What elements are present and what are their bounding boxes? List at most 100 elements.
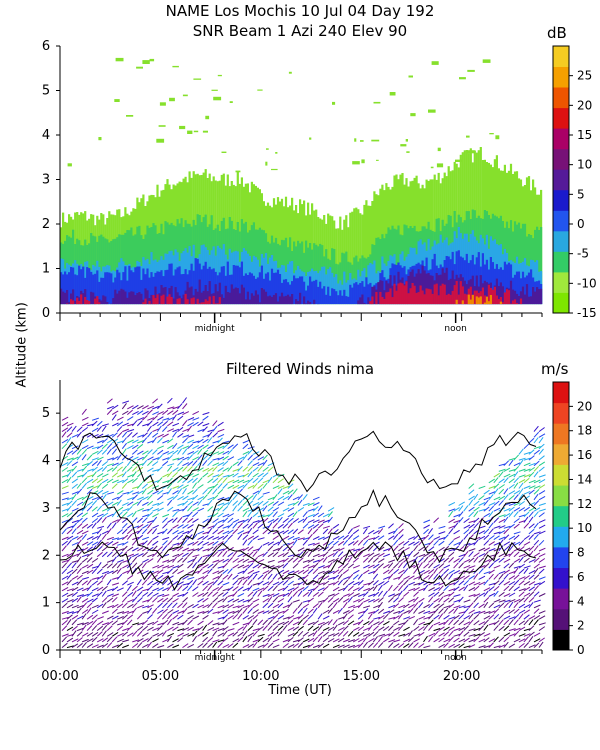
- wind-barb: [182, 536, 190, 541]
- wind-barb: [107, 491, 115, 495]
- snr-cell: [190, 263, 193, 305]
- wind-barb: [81, 416, 89, 421]
- wind-barb: [61, 497, 69, 501]
- wind-barb: [167, 558, 175, 563]
- wind-barb: [262, 500, 269, 506]
- wind-barb: [112, 593, 119, 597]
- snr-cell: [188, 270, 191, 305]
- snr-cell: [538, 230, 541, 305]
- snr-cell: [397, 283, 400, 305]
- snr-cell: [270, 296, 274, 305]
- wind-barb: [182, 514, 190, 518]
- wind-barb: [337, 626, 345, 632]
- wind-barb: [247, 585, 253, 592]
- wind-barb: [468, 528, 474, 535]
- wind-barb: [488, 610, 496, 614]
- wind-barb: [111, 479, 119, 484]
- wind-barb: [267, 609, 275, 614]
- wind-barb: [438, 568, 444, 575]
- wind-barb: [418, 626, 425, 632]
- wind-barb: [533, 642, 540, 648]
- wind-barb: [197, 598, 204, 603]
- wind-barb: [197, 631, 204, 637]
- wind-barb: [438, 591, 445, 597]
- wind-barb: [458, 580, 465, 586]
- wind-barb: [172, 621, 180, 626]
- wind-barb: [207, 541, 215, 546]
- wind-barb: [116, 562, 122, 569]
- wind-barb: [448, 608, 455, 614]
- snr-cell: [347, 296, 350, 305]
- wind-barb: [518, 493, 524, 501]
- wind-barb: [337, 551, 344, 558]
- snr-cell: [78, 297, 81, 305]
- winds-colorbar-tick-label: 4: [577, 594, 585, 608]
- wind-barb: [503, 460, 510, 467]
- wind-barb: [453, 594, 461, 597]
- snr-cell: [507, 290, 511, 305]
- wind-barb: [167, 499, 173, 506]
- snr-sparse-echo: [467, 69, 475, 72]
- snr-cell: [84, 289, 87, 305]
- wind-barb: [152, 643, 159, 649]
- snr-sparse-echo: [67, 163, 72, 167]
- wind-barb: [212, 440, 220, 444]
- snr-cell: [530, 269, 533, 305]
- wind-barb: [192, 603, 199, 609]
- wind-barb: [106, 467, 114, 472]
- snr-cell: [503, 292, 506, 305]
- wind-barb: [162, 579, 168, 586]
- wind-barb: [182, 619, 188, 626]
- snr-cell: [315, 279, 318, 305]
- wind-barb: [538, 474, 546, 478]
- wind-barb: [473, 620, 480, 626]
- wind-barb: [508, 628, 516, 632]
- wind-barb: [86, 523, 93, 529]
- wind-barb: [101, 507, 109, 512]
- wind-barb: [342, 601, 348, 609]
- wind-barb: [222, 582, 230, 586]
- wind-barb: [292, 570, 300, 575]
- wind-barb: [453, 586, 460, 592]
- wind-barb: [182, 575, 189, 580]
- wind-barb: [182, 495, 189, 501]
- wind-barb: [152, 564, 160, 569]
- wind-barb: [182, 466, 188, 472]
- wind-barb: [81, 587, 89, 592]
- wind-barb: [478, 530, 486, 535]
- wind-barb: [312, 644, 320, 649]
- wind-barb: [242, 607, 248, 614]
- wind-barb: [523, 468, 531, 472]
- wind-barb: [498, 468, 506, 472]
- wind-barb: [408, 559, 416, 563]
- wind-barb: [518, 576, 526, 580]
- snr-cell: [373, 286, 376, 305]
- wind-barb: [167, 580, 174, 586]
- wind-barb: [76, 551, 82, 558]
- wind-barb: [428, 587, 435, 592]
- wind-barb: [142, 423, 150, 427]
- wind-barb: [227, 586, 234, 592]
- wind-barb: [202, 574, 209, 580]
- wind-barb: [473, 627, 481, 632]
- wind-barb: [61, 545, 67, 552]
- wind-barb: [483, 597, 490, 603]
- wind-barb: [378, 633, 386, 637]
- wind-barb: [131, 420, 138, 427]
- wind-barb: [116, 573, 123, 580]
- wind-barb: [458, 643, 465, 649]
- snr-cell: [104, 272, 107, 305]
- wind-barb: [137, 456, 144, 461]
- wind-barb: [478, 485, 486, 489]
- wind-barb: [443, 607, 449, 614]
- snr-cell: [491, 262, 494, 305]
- snr-sparse-echo: [126, 115, 134, 117]
- snr-cell: [180, 298, 183, 305]
- snr-cell: [130, 227, 133, 305]
- snr-cell: [238, 293, 241, 305]
- wind-barb: [388, 559, 396, 563]
- wind-barb: [127, 553, 134, 558]
- wind-barb: [147, 636, 153, 643]
- wind-barb: [106, 597, 114, 603]
- wind-barb: [232, 586, 239, 592]
